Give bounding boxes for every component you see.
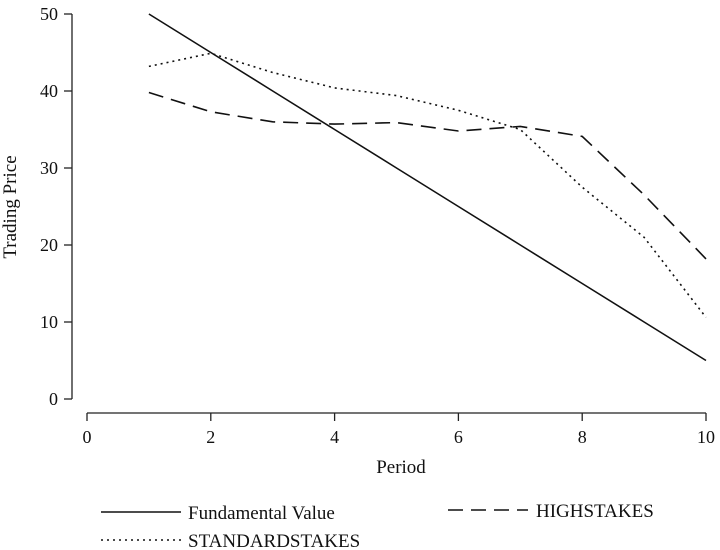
x-tick-label: 6	[454, 427, 463, 447]
y-tick-label: 50	[40, 4, 58, 24]
legend-label: STANDARDSTAKES	[188, 531, 360, 550]
y-tick-label: 30	[40, 158, 58, 178]
legend-label: Fundamental Value	[188, 503, 335, 524]
series-line-solid	[148, 13, 707, 362]
plot-area	[148, 13, 707, 362]
series-line-dotted	[148, 52, 707, 318]
y-tick-label: 0	[49, 389, 58, 409]
y-tick-label: 10	[40, 312, 58, 332]
x-tick-label: 0	[83, 427, 92, 447]
y-tick-label: 40	[40, 81, 58, 101]
x-ticks: 0 2 4 6 8 10	[83, 413, 715, 447]
series-line-dashed	[148, 91, 707, 260]
y-axis-title: Trading Price	[0, 155, 21, 258]
x-tick-label: 4	[330, 427, 339, 447]
x-tick-label: 8	[578, 427, 587, 447]
y-ticks: 0 10 20 30 40 50	[40, 4, 72, 409]
legend-label: HIGHSTAKES	[536, 501, 654, 522]
x-tick-label: 10	[697, 427, 715, 447]
legend: Fundamental Value HIGHSTAKES STANDARDSTAKE…	[101, 501, 654, 550]
x-axis: 0 2 4 6 8 10 Period	[83, 412, 715, 478]
x-tick-label: 2	[206, 427, 215, 447]
y-tick-label: 20	[40, 235, 58, 255]
y-axis: 0 10 20 30 40 50 Trading Price	[0, 4, 73, 409]
x-axis-title: Period	[376, 457, 426, 478]
